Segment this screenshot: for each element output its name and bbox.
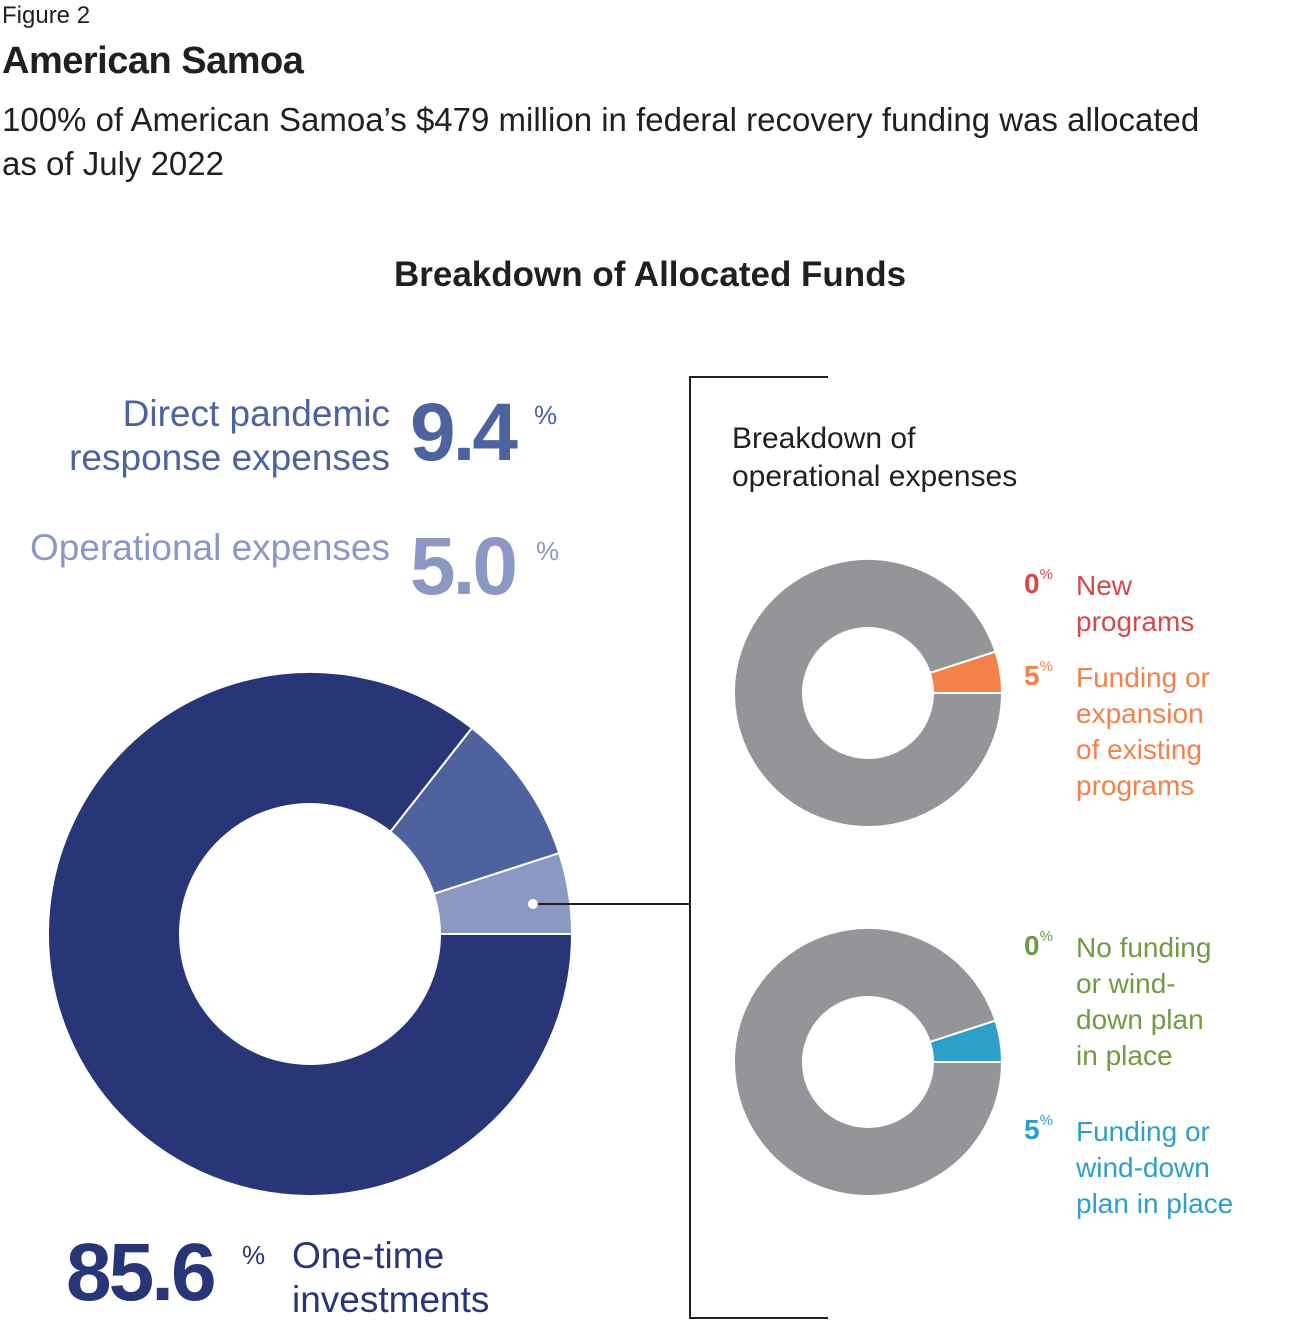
- operational-breakdown-title: Breakdown of operational expenses: [732, 422, 1018, 493]
- page-subtitle: 100% of American Samoa’s $479 million in…: [2, 101, 1200, 182]
- new-programs-value: 0%: [1024, 566, 1053, 600]
- no-winddown-unit: %: [1039, 928, 1053, 945]
- winddown-label: Funding or wind-down plan in place: [1076, 1116, 1234, 1219]
- direct-expenses-unit: %: [534, 400, 558, 430]
- operational-expenses-label: Operational expenses: [30, 527, 390, 568]
- winddown-value: 5%: [1024, 1112, 1053, 1146]
- page-title: American Samoa: [2, 40, 304, 82]
- connector-dot: [528, 899, 538, 909]
- operational-expenses-unit: %: [536, 536, 560, 566]
- one-time-unit: %: [242, 1240, 266, 1270]
- slice-one-time-investments: [47, 671, 574, 1197]
- winddown-number: 5: [1024, 1114, 1040, 1145]
- figure-label: Figure 2: [2, 2, 91, 29]
- no-winddown-label: No funding or wind-down plan in place: [1076, 932, 1212, 1071]
- new-programs-number: 0: [1024, 568, 1040, 599]
- direct-expenses-label: Direct pandemic response expenses: [69, 393, 390, 478]
- existing-programs-label: Funding or expansion of existing program…: [1076, 662, 1210, 801]
- winddown-unit: %: [1039, 1112, 1053, 1129]
- slice-remaining-wind: [733, 927, 1004, 1197]
- main-donut-chart: [47, 671, 574, 1197]
- new-programs-label: New programs: [1076, 570, 1195, 637]
- bracket-line: [689, 376, 828, 1319]
- no-winddown-value: 0%: [1024, 928, 1053, 962]
- existing-programs-unit: %: [1039, 658, 1053, 675]
- one-time-value: 85.6: [66, 1227, 217, 1318]
- no-winddown-number: 0: [1024, 930, 1040, 961]
- slice-remaining-ops: [733, 558, 1004, 828]
- operational-expenses-value: 5.0: [410, 521, 518, 612]
- existing-programs-number: 5: [1024, 660, 1040, 691]
- direct-expenses-value: 9.4: [410, 387, 518, 478]
- operational-donut-chart: [733, 558, 1004, 828]
- one-time-label: One-time investments: [292, 1235, 490, 1320]
- new-programs-unit: %: [1039, 566, 1053, 583]
- existing-programs-value: 5%: [1024, 658, 1053, 692]
- chart-title: Breakdown of Allocated Funds: [393, 255, 907, 294]
- winddown-donut-chart: [733, 927, 1004, 1197]
